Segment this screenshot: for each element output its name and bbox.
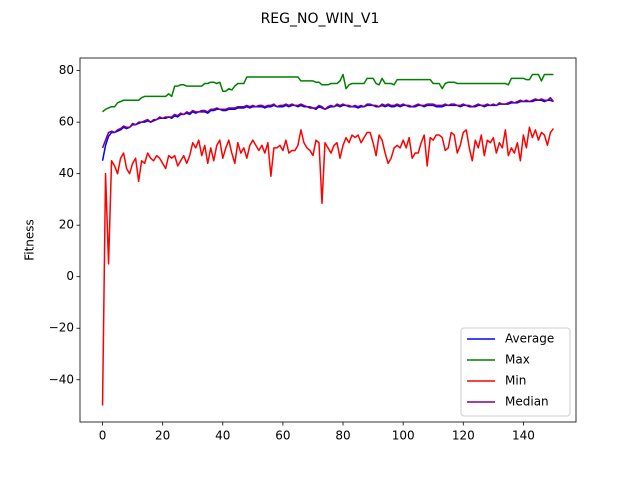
x-tick-label: 20: [155, 429, 170, 443]
x-tick-label: 60: [275, 429, 290, 443]
legend-label: Min: [505, 374, 526, 388]
legend-label: Max: [505, 353, 530, 367]
y-tick-label: 40: [59, 166, 74, 180]
x-tick-label: 0: [99, 429, 107, 443]
chart-title: REG_NO_WIN_V1: [261, 11, 380, 27]
y-tick-label: 60: [59, 115, 74, 129]
y-tick-label: 80: [59, 63, 74, 77]
series-line: [102, 73, 554, 113]
legend-label: Average: [505, 332, 554, 346]
series-line: [101, 126, 555, 406]
y-tick-label: 0: [66, 269, 74, 283]
legend: Average Max Min Median: [460, 327, 571, 417]
series-line: [101, 99, 554, 161]
x-tick-label: 80: [335, 429, 350, 443]
legend-label: Median: [505, 395, 549, 409]
y-tick-label: 20: [59, 218, 74, 232]
y-tick-label: −20: [49, 321, 74, 335]
y-tick-label: −40: [49, 372, 74, 386]
x-tick-label: 40: [215, 429, 230, 443]
legend-box: [460, 327, 571, 417]
axes-frame: [79, 57, 577, 423]
x-tick-label: 140: [512, 429, 535, 443]
x-tick-label: 120: [452, 429, 475, 443]
y-axis-label: Fitness: [23, 219, 37, 261]
x-tick-label: 100: [392, 429, 415, 443]
series-line: [101, 96, 555, 149]
